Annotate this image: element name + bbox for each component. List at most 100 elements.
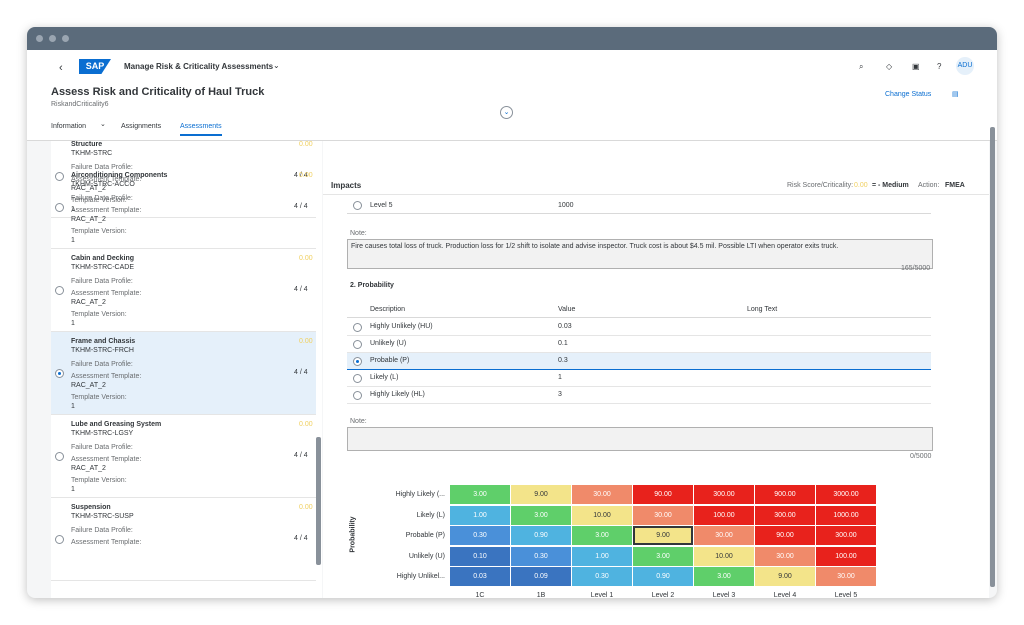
matrix-cell[interactable]: 3.00 [511,505,571,525]
tab[interactable]: Assessments [180,123,222,136]
row-label: Likely (L) [416,511,445,519]
icon[interactable]: ▣ [912,62,920,71]
tab[interactable]: Information [51,123,87,130]
tab[interactable]: Assignments [121,123,162,130]
dropdown-icon[interactable]: ⌄ [100,121,106,128]
item-name[interactable]: Airconditioning Components [71,172,168,179]
matrix-cell[interactable]: 10.00 [572,505,632,525]
separator [347,213,931,214]
matrix-cell[interactable]: 1.00 [450,505,510,525]
item-code: TKHM-STRC [71,150,113,157]
matrix-cell[interactable]: 90.00 [633,485,693,504]
app-title[interactable]: Manage Risk & Criticality Assessments [124,62,274,71]
matrix-cell[interactable]: 3.00 [694,567,754,587]
matrix-cell[interactable]: 0.10 [450,546,510,566]
label: Risk Score/Criticality: [787,182,854,189]
item-code: TKHM-STRC-ACCO [71,181,135,188]
radio[interactable] [55,452,64,461]
icon[interactable]: ▤ [952,91,959,98]
collapse-button[interactable]: ⌄ [500,106,513,119]
dot [62,35,69,42]
matrix-cell[interactable]: 100.00 [694,505,754,525]
matrix-cell[interactable]: 30.00 [572,485,632,504]
note-field[interactable]: Fire causes total loss of truck. Product… [347,239,933,269]
matrix-cell[interactable]: 9.00 [755,567,815,587]
selected-row [347,353,931,370]
matrix-cell[interactable]: 30.00 [816,567,876,587]
matrix-cell[interactable]: 900.00 [755,485,815,504]
radio[interactable] [55,172,64,181]
template: RAC_AT_2 [71,185,106,192]
radio[interactable] [55,369,64,378]
matrix-cell[interactable]: 10.00 [694,546,754,566]
radio[interactable] [353,201,362,210]
matrix-cell[interactable]: 300.00 [816,526,876,546]
item-code: TKHM-STRC-FRCH [71,347,134,354]
radio[interactable] [353,374,362,383]
section-title: 2. Probability [350,282,394,289]
item-name[interactable]: Structure [71,141,103,148]
column-label: 1B [536,592,546,598]
item-name[interactable]: Suspension [71,504,111,511]
label: Assessment Template: [71,456,142,463]
change-status[interactable]: Change Status [885,91,932,98]
row-label: Highly Likely (... [395,491,445,498]
item-score: 0.00 [299,338,313,345]
matrix-cell[interactable]: 3000.00 [816,485,876,504]
avatar[interactable]: ADU [956,57,974,75]
description: Level 5 [370,202,393,209]
item-name[interactable]: Cabin and Decking [71,255,135,262]
item-name[interactable]: Lube and Greasing System [71,421,162,428]
template: RAC_AT_2 [71,299,106,306]
help-icon[interactable]: ? [937,62,942,71]
back-button[interactable]: ‹ [59,62,63,74]
radio[interactable] [353,391,362,400]
count: 4 / 4 [294,369,308,376]
matrix-cell[interactable]: 100.00 [816,546,876,566]
matrix-cell[interactable]: 1000.00 [816,505,876,525]
counter: 0/5000 [910,453,932,460]
count: 4 / 4 [294,286,308,293]
matrix-cell[interactable]: 3.00 [572,526,632,546]
search-icon[interactable]: ⌕ [859,62,864,71]
radio[interactable] [353,323,362,332]
matrix-cell[interactable]: 30.00 [633,505,693,525]
matrix-cell[interactable]: 300.00 [755,505,815,525]
radio[interactable] [353,357,362,366]
label: Assessment Template: [71,373,142,380]
note-label: Note: [350,230,367,237]
matrix-cell[interactable]: 30.00 [694,526,754,546]
note-field[interactable] [347,427,933,451]
column-label: 1C [475,592,485,598]
row-label: Highly Unlikel... [396,573,445,581]
version: 1 [71,486,75,493]
icon[interactable]: ◇ [886,62,893,71]
separator [347,335,931,336]
matrix-cell[interactable]: 30.00 [755,546,815,566]
matrix-cell[interactable]: 0.90 [633,567,693,587]
matrix-cell[interactable]: 90.00 [755,526,815,546]
matrix-cell[interactable]: 0.30 [572,567,632,587]
matrix-cell[interactable]: 3.00 [450,485,510,504]
matrix-cell[interactable]: 0.90 [511,526,571,546]
matrix-cell[interactable]: 0.30 [511,546,571,566]
matrix-cell[interactable]: 9.00 [633,526,693,546]
separator [51,217,316,218]
radio[interactable] [353,340,362,349]
label: Failure Data Profile: [71,278,133,285]
matrix-cell[interactable]: 0.09 [511,567,571,587]
radio[interactable] [55,286,64,295]
matrix-cell[interactable]: 0.30 [450,526,510,546]
item-name[interactable]: Frame and Chassis [71,338,136,345]
count: 4 / 4 [294,172,308,179]
matrix-cell[interactable]: 3.00 [633,546,693,566]
radio[interactable] [55,203,64,212]
scrollbar [990,127,995,587]
matrix-cell[interactable]: 1.00 [572,546,632,566]
matrix-cell[interactable]: 9.00 [511,485,571,504]
label: Failure Data Profile: [71,444,133,451]
matrix-cell[interactable]: 0.03 [450,567,510,587]
radio[interactable] [55,535,64,544]
matrix-cell[interactable]: 300.00 [694,485,754,504]
dropdown-icon[interactable]: ⌄ [273,61,280,70]
